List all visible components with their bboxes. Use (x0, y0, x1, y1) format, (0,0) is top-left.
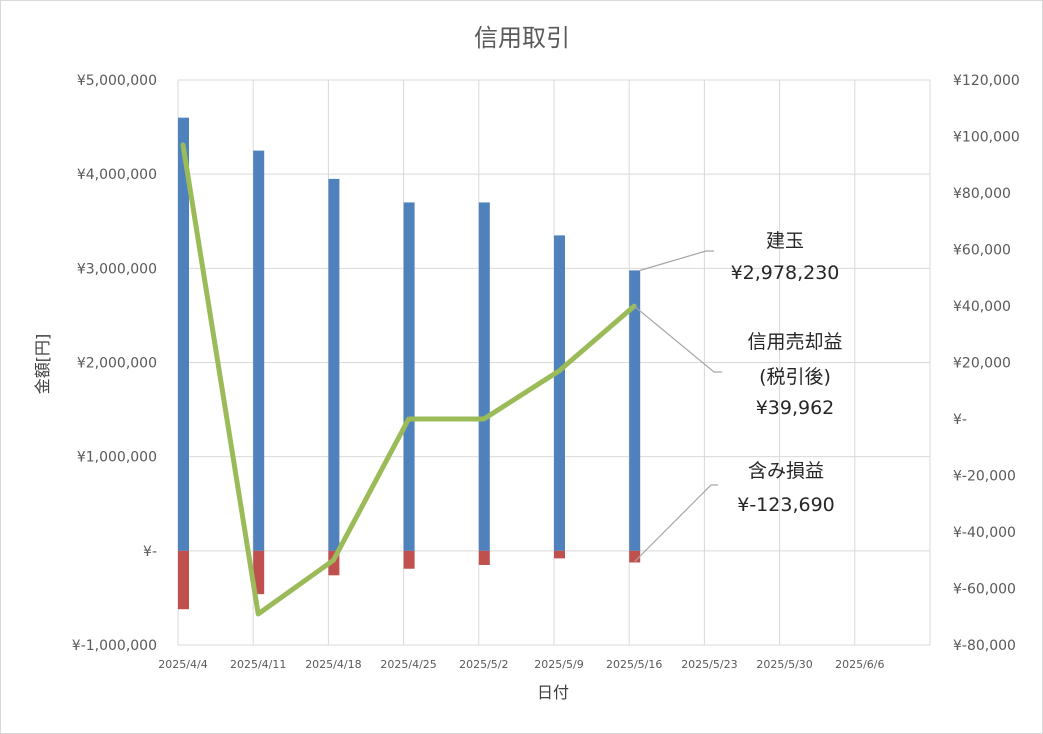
callout-leader-line (634, 484, 718, 562)
x-tick-label: 2025/6/6 (835, 658, 884, 671)
line-realized-gain (180, 142, 637, 617)
y-right-tick-label: ¥-40,000 (953, 525, 1016, 541)
bar-position (629, 270, 641, 551)
x-tick-label: 2025/5/2 (459, 658, 508, 671)
bar-unrealized (629, 550, 641, 563)
y-left-tick-label: ¥- (143, 544, 157, 560)
callout-label: 建玉 (766, 230, 804, 252)
bar-position (328, 178, 340, 551)
x-tick-label: 2025/4/4 (158, 658, 207, 671)
bar-unrealized (328, 550, 340, 576)
lines (180, 142, 637, 617)
callout-label: ¥39,962 (756, 397, 835, 419)
x-tick-label: 2025/4/25 (380, 658, 436, 671)
callout-leader-line (633, 305, 722, 373)
bar-position (478, 202, 490, 551)
y-right-tick-label: ¥-80,000 (953, 638, 1016, 654)
y-right-tick-label: ¥60,000 (953, 243, 1011, 259)
bar-unrealized (403, 550, 415, 569)
tick-labels: ¥-1,000,000 ¥- ¥1,000,000 ¥2,000,000 ¥3,000,… (72, 73, 1020, 671)
x-axis-title: 日付 (537, 683, 569, 702)
bar-position (554, 235, 565, 551)
y-left-tick-label: ¥3,000,000 (77, 261, 157, 277)
x-tick-label: 2025/5/30 (756, 658, 812, 671)
y-axis-title: 金額[円] (33, 334, 52, 395)
y-right-tick-label: ¥40,000 (953, 299, 1011, 315)
callout-label: 含み損益 (748, 460, 824, 482)
annotations: 建玉 ¥2,978,230 信用売却益 (税引後) ¥39,962 含み損益 ¥-123,6… (633, 230, 843, 562)
bar-position (253, 150, 265, 551)
y-left-tick-label: ¥-1,000,000 (72, 638, 157, 654)
x-tick-label: 2025/5/16 (606, 658, 662, 671)
bar-unrealized (554, 550, 565, 559)
callout-label: ¥2,978,230 (731, 262, 840, 284)
y-right-tick-label: ¥-20,000 (953, 469, 1016, 485)
y-right-tick-label: ¥- (953, 412, 967, 428)
y-left-tick-label: ¥2,000,000 (77, 356, 157, 372)
bars (178, 117, 641, 610)
x-tick-label: 2025/5/9 (534, 658, 583, 671)
x-tick-label: 2025/4/11 (230, 658, 286, 671)
callout-leader-line (640, 250, 714, 271)
y-left-tick-label: ¥1,000,000 (77, 450, 157, 466)
y-right-tick-label: ¥20,000 (953, 356, 1011, 372)
y-right-tick-label: ¥120,000 (953, 73, 1020, 89)
y-right-tick-label: ¥100,000 (953, 130, 1020, 146)
callout-label: 信用売却益 (747, 331, 842, 353)
x-tick-label: 2025/5/23 (681, 658, 737, 671)
chart-title: 信用取引 (474, 24, 570, 52)
bar-unrealized (478, 550, 490, 565)
callout-label: (税引後) (759, 366, 831, 388)
callout-label: ¥-123,690 (737, 494, 835, 516)
y-right-tick-label: ¥80,000 (953, 186, 1011, 202)
y-right-tick-label: ¥-60,000 (953, 582, 1016, 598)
x-tick-label: 2025/4/18 (305, 658, 361, 671)
bar-unrealized (253, 550, 265, 595)
bar-position (178, 117, 189, 551)
y-left-tick-label: ¥4,000,000 (77, 167, 157, 183)
bar-unrealized (178, 550, 189, 610)
y-left-tick-label: ¥5,000,000 (77, 73, 157, 89)
bar-position (403, 202, 415, 551)
